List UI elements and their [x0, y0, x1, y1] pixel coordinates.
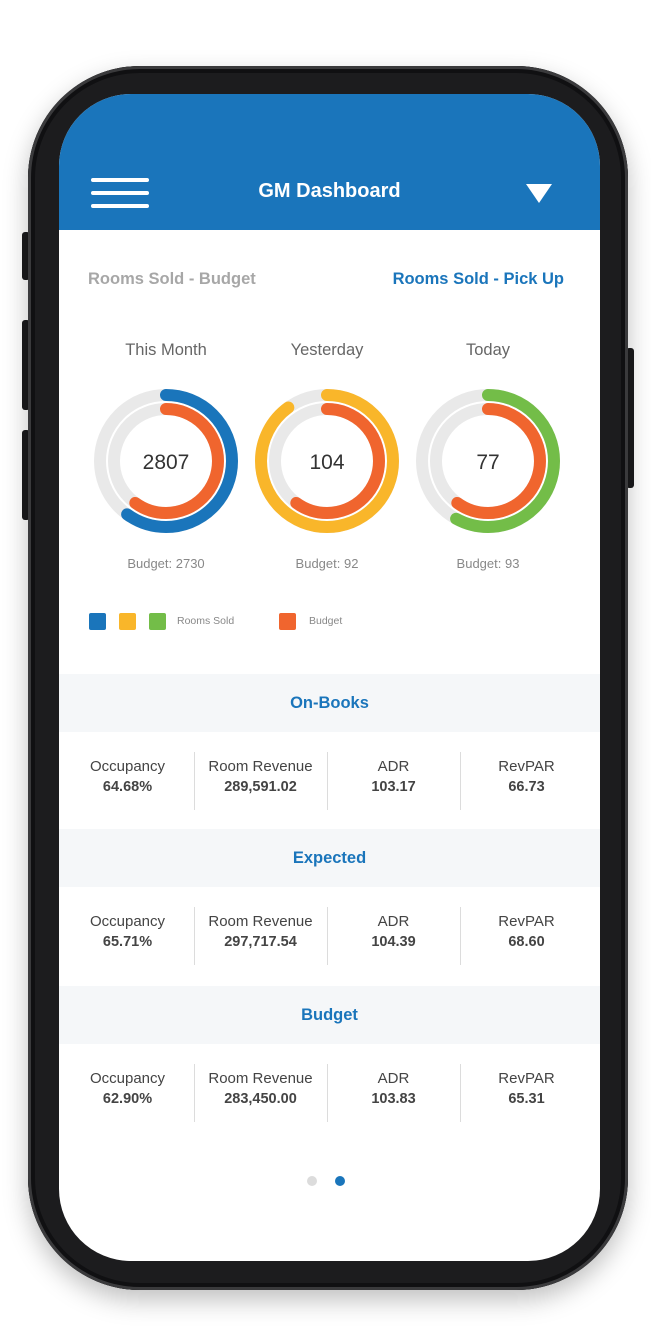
app-header: GM Dashboard	[59, 94, 600, 230]
metric-value: 103.17	[371, 779, 416, 795]
gauge-label: Today	[465, 341, 511, 359]
metric-label: Occupancy	[89, 1070, 166, 1087]
donut-chart: 77	[416, 389, 560, 533]
rooms-sold-arc	[255, 389, 399, 533]
gauge-label: Yesterday	[290, 341, 364, 359]
metric-room-revenue: Room Revenue 283,450.00	[194, 1044, 327, 1140]
metric-label: Room Revenue	[208, 1070, 313, 1087]
metric-label: Occupancy	[89, 758, 166, 775]
metric-occupancy: Occupancy 64.68%	[61, 732, 194, 828]
metric-label: ADR	[377, 913, 410, 930]
metric-label: Room Revenue	[208, 758, 313, 775]
gauge-budget: Budget: 93	[456, 556, 520, 571]
metric-value: 66.73	[508, 779, 545, 795]
metric-adr: ADR 103.17	[327, 732, 460, 828]
gauge-value: 2807	[143, 451, 190, 474]
metric-value: 68.60	[508, 934, 545, 950]
metric-value: 103.83	[371, 1091, 416, 1107]
metric-label: Room Revenue	[208, 913, 313, 930]
volume-down-button	[22, 430, 30, 520]
gauge-yesterday[interactable]: Yesterday 104 Budget: 92	[252, 338, 402, 571]
metrics-row-budget: Occupancy 62.90% Room Revenue 283,450.00…	[59, 1044, 600, 1140]
metric-value: 65.71%	[102, 934, 153, 950]
rooms-sold-arc	[416, 389, 560, 533]
section-header-expected: Expected	[59, 829, 600, 887]
metric-revpar: RevPAR 66.73	[460, 732, 593, 828]
donut-chart: 104	[255, 389, 399, 533]
legend-budget-label: Budget	[309, 615, 343, 627]
metric-value: 297,717.54	[224, 934, 297, 950]
volume-up-button	[22, 320, 30, 410]
metric-revpar: RevPAR 65.31	[460, 1044, 593, 1140]
divider	[460, 907, 461, 965]
divider	[194, 752, 195, 810]
page-indicator-dot-1[interactable]	[307, 1176, 317, 1186]
donut-chart: 2807	[94, 389, 238, 533]
metric-room-revenue: Room Revenue 297,717.54	[194, 887, 327, 983]
power-button	[626, 348, 634, 488]
gauge-today[interactable]: Today 77 Budget: 93	[413, 338, 563, 571]
legend-swatch-orange	[279, 613, 296, 630]
page-title: GM Dashboard	[258, 180, 401, 202]
metrics-row-on-books: Occupancy 64.68% Room Revenue 289,591.02…	[59, 732, 600, 828]
metric-value: 62.90%	[102, 1091, 153, 1107]
metric-label: ADR	[377, 1070, 410, 1087]
metric-value: 289,591.02	[224, 779, 297, 795]
metric-revpar: RevPAR 68.60	[460, 887, 593, 983]
metric-value: 65.31	[508, 1091, 545, 1107]
hamburger-menu-icon[interactable]	[91, 178, 149, 210]
budget-arc	[430, 403, 546, 519]
metric-adr: ADR 104.39	[327, 887, 460, 983]
gauge-value: 104	[309, 451, 344, 474]
metric-value: 64.68%	[102, 779, 153, 795]
gauge-label: This Month	[125, 341, 207, 359]
metric-label: ADR	[377, 758, 410, 775]
tab-rooms-sold-pick-up[interactable]: Rooms Sold - Pick Up	[392, 270, 564, 288]
metric-adr: ADR 103.83	[327, 1044, 460, 1140]
legend-swatch-green	[149, 613, 166, 630]
section-header-budget: Budget	[59, 986, 600, 1044]
divider	[327, 1064, 328, 1122]
tab-rooms-sold-budget[interactable]: Rooms Sold - Budget	[88, 270, 256, 288]
budget-arc	[269, 403, 385, 519]
divider	[460, 752, 461, 810]
metric-label: Occupancy	[89, 913, 166, 930]
metric-value: 104.39	[371, 934, 416, 950]
divider	[194, 907, 195, 965]
legend-swatch-blue	[89, 613, 106, 630]
page-indicator-dot-2[interactable]	[335, 1176, 345, 1186]
metric-label: RevPAR	[498, 913, 555, 930]
mute-switch	[22, 232, 30, 280]
legend-rooms-sold-label: Rooms Sold	[177, 615, 235, 627]
divider	[327, 907, 328, 965]
divider	[327, 752, 328, 810]
budget-arc	[108, 403, 224, 519]
triangle-down-icon[interactable]	[526, 184, 552, 203]
gauge-value: 77	[476, 451, 499, 474]
gauge-budget: Budget: 92	[295, 556, 359, 571]
metric-occupancy: Occupancy 62.90%	[61, 1044, 194, 1140]
legend-swatch-yellow	[119, 613, 136, 630]
app-screen: GM Dashboard Rooms Sold - Budget Rooms S…	[59, 94, 600, 1261]
divider	[194, 1064, 195, 1122]
gauge-budget: Budget: 2730	[127, 556, 205, 571]
rooms-sold-arc	[94, 389, 238, 533]
divider	[460, 1064, 461, 1122]
gauge-this-month[interactable]: This Month 2807 Budget: 2730	[91, 338, 241, 571]
metric-label: RevPAR	[498, 1070, 555, 1087]
section-header-on-books: On-Books	[59, 674, 600, 732]
metric-label: RevPAR	[498, 758, 555, 775]
metric-value: 283,450.00	[224, 1091, 297, 1107]
metric-occupancy: Occupancy 65.71%	[61, 887, 194, 983]
metrics-row-expected: Occupancy 65.71% Room Revenue 297,717.54…	[59, 887, 600, 983]
metric-room-revenue: Room Revenue 289,591.02	[194, 732, 327, 828]
